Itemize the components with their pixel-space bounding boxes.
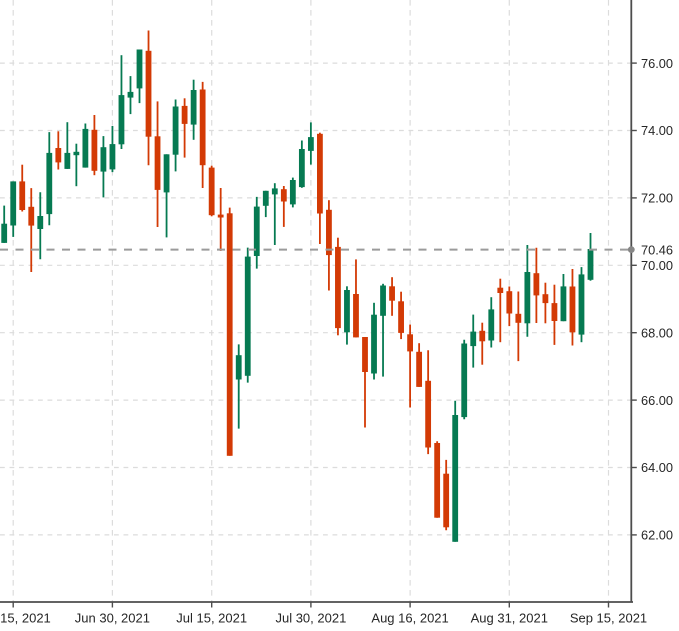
svg-text:Jun 15, 2021: Jun 15, 2021 <box>0 611 51 626</box>
svg-text:70.46: 70.46 <box>641 242 673 257</box>
svg-text:Jul 30, 2021: Jul 30, 2021 <box>275 611 346 626</box>
svg-text:Sep 15, 2021: Sep 15, 2021 <box>570 611 647 626</box>
svg-text:62.00: 62.00 <box>641 528 673 543</box>
svg-text:Jul 15, 2021: Jul 15, 2021 <box>176 611 247 626</box>
svg-text:70.00: 70.00 <box>641 258 673 273</box>
svg-text:74.00: 74.00 <box>641 123 673 138</box>
svg-text:66.00: 66.00 <box>641 393 673 408</box>
svg-text:72.00: 72.00 <box>641 191 673 206</box>
svg-text:Aug 16, 2021: Aug 16, 2021 <box>371 611 448 626</box>
svg-text:Aug 31, 2021: Aug 31, 2021 <box>471 611 548 626</box>
svg-text:64.00: 64.00 <box>641 460 673 475</box>
svg-text:68.00: 68.00 <box>641 325 673 340</box>
svg-text:76.00: 76.00 <box>641 56 673 71</box>
svg-text:Jun 30, 2021: Jun 30, 2021 <box>75 611 150 626</box>
